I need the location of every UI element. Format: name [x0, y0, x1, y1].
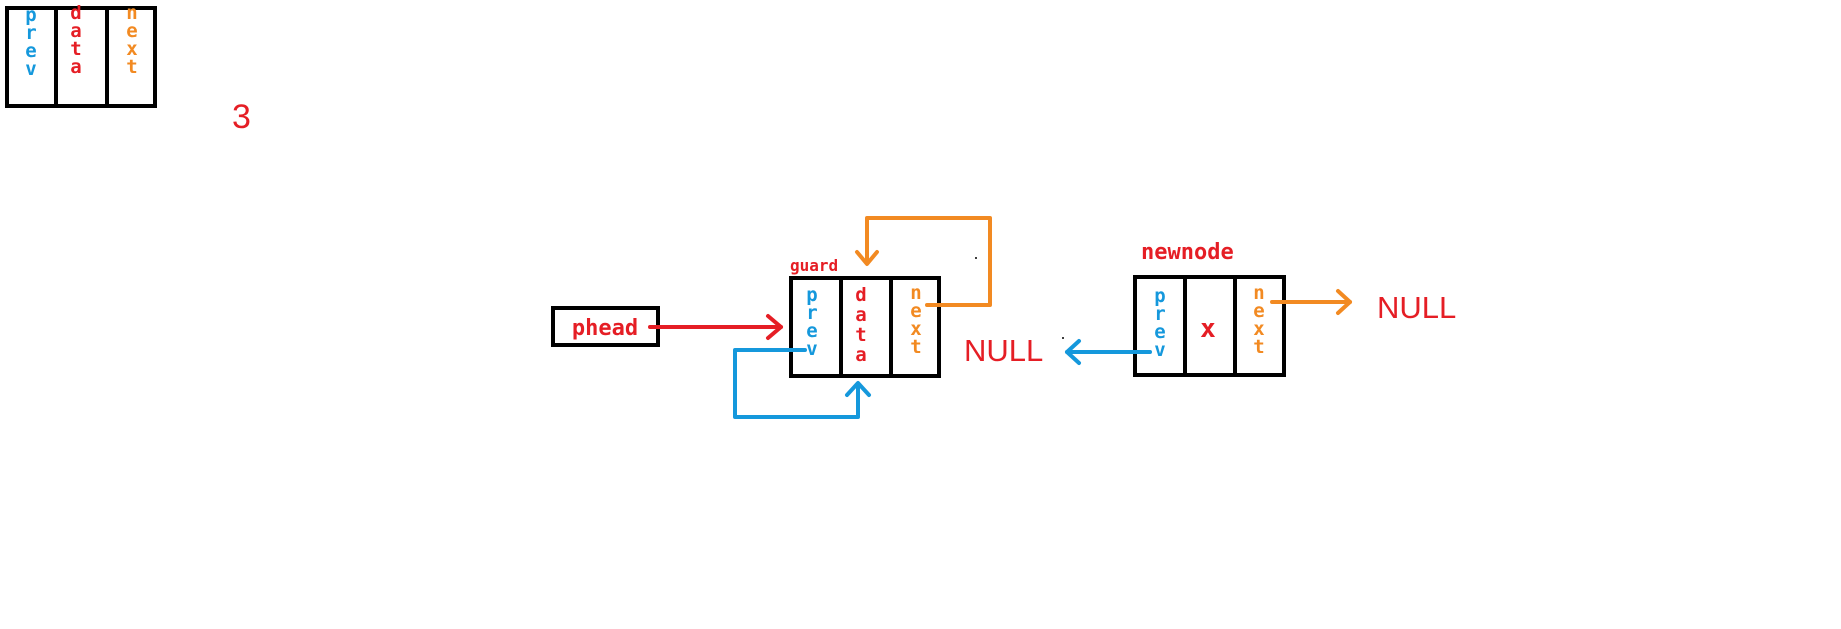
stray-dot	[975, 257, 977, 259]
guard-prev-self-loop-arrow	[733, 348, 871, 419]
phead-pointer: phead	[551, 306, 660, 347]
newnode-null-label: NULL	[1377, 290, 1456, 325]
newnode-prev-arrow	[1065, 339, 1152, 365]
guard-node-box	[789, 276, 941, 378]
phead-label: phead	[572, 316, 638, 341]
newnode-data-field: x	[1200, 314, 1216, 344]
newnode-label: newnode	[1141, 240, 1234, 265]
guard-next-self-loop-arrow	[855, 216, 992, 307]
stray-dot	[1062, 337, 1064, 339]
step-number: 3	[232, 98, 251, 136]
legend-node-box	[5, 6, 157, 108]
guard-null-label: NULL	[964, 333, 1043, 368]
newnode-next-arrow	[1270, 289, 1352, 315]
newnode-box	[1133, 275, 1286, 377]
guard-label: guard	[790, 256, 838, 275]
phead-to-guard-arrow	[648, 314, 783, 340]
